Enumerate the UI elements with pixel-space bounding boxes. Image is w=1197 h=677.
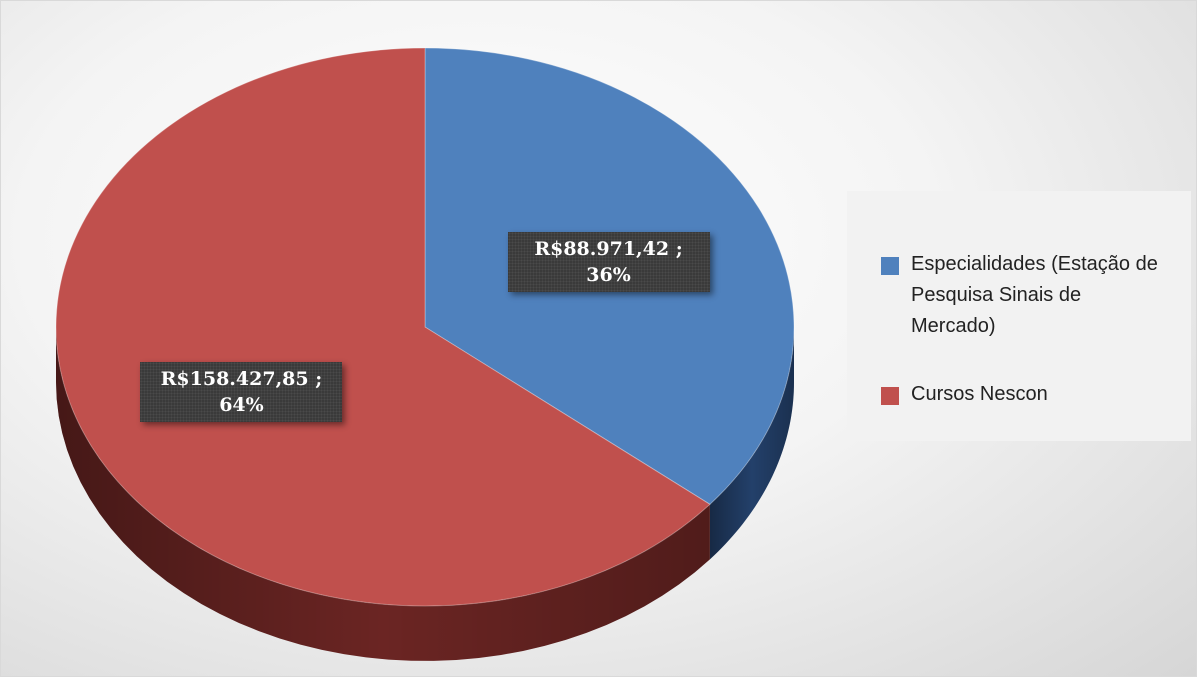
legend-label: Cursos Nescon xyxy=(911,383,1048,405)
legend-swatch xyxy=(881,387,899,405)
data-label: R$88.971,42 ; 36% xyxy=(507,231,710,292)
pie-side-shade xyxy=(56,327,710,661)
pie-side-shade xyxy=(709,327,794,560)
legend-item: Especialidades (Estação de Pesquisa Sina… xyxy=(881,249,1171,342)
data-label: R$158.427,85 ; 64% xyxy=(140,362,343,423)
legend-item: Cursos Nescon xyxy=(881,379,1171,410)
legend-swatch xyxy=(881,257,899,275)
pie-slice xyxy=(55,47,711,607)
legend: Especialidades (Estação de Pesquisa Sina… xyxy=(847,191,1191,441)
legend-label: Especialidades (Estação de Pesquisa Sina… xyxy=(911,253,1158,337)
